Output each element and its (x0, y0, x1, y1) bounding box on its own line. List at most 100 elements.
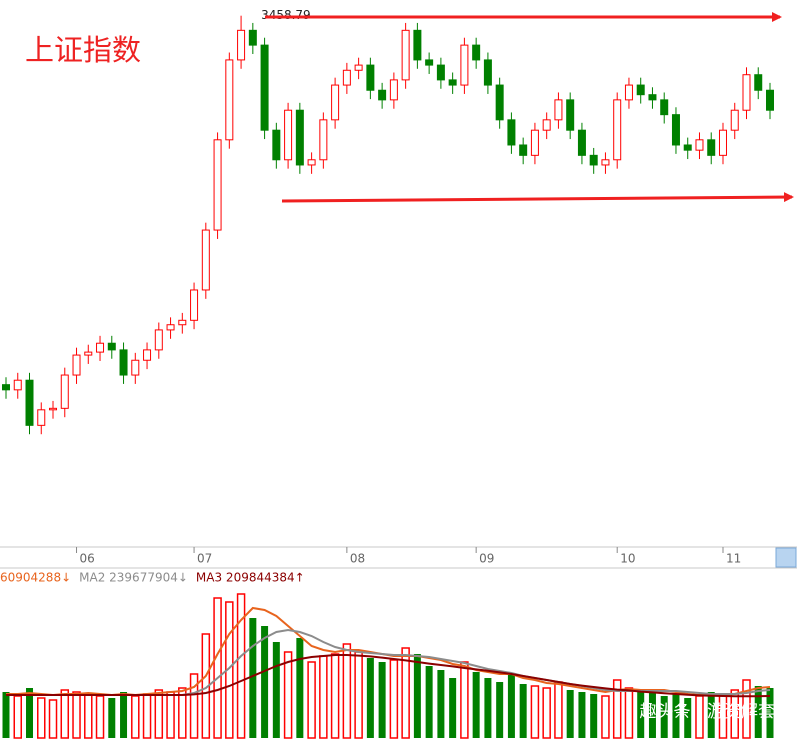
candle-body (331, 84, 340, 121)
candle-body (49, 407, 58, 411)
volume-bar (542, 687, 551, 739)
candle-body (519, 144, 528, 156)
scroll-handle[interactable] (775, 547, 797, 568)
candle-body (495, 84, 504, 121)
volume-bar (401, 647, 410, 739)
volume-bar (566, 690, 574, 738)
candle-body (178, 319, 187, 326)
volume-bar (342, 643, 352, 739)
volume-bar (484, 678, 492, 738)
candle-body (766, 89, 774, 111)
volume-bar (648, 692, 656, 738)
volume-bar (272, 642, 280, 738)
x-tick-label: 09 (479, 552, 494, 566)
volume-bar (460, 661, 469, 739)
volume-bar (189, 673, 199, 739)
candle-body (237, 29, 246, 61)
volume-bar (60, 689, 70, 739)
candle-body (472, 44, 481, 61)
x-tick-label: 06 (80, 552, 95, 566)
volume-bar (766, 688, 774, 738)
high-annotation: 3458.79 (261, 8, 311, 22)
volume-bar (120, 692, 128, 738)
volume-bar (178, 687, 187, 739)
candle-body (754, 74, 763, 91)
volume-bar (413, 654, 421, 738)
candle-body (96, 342, 105, 353)
candle-body (378, 89, 387, 101)
candle-body (448, 79, 457, 86)
volume-bar (13, 695, 23, 739)
volume-bar (707, 692, 715, 738)
candle-body (201, 229, 210, 291)
volume-bar (330, 653, 340, 739)
volume-bar (319, 655, 328, 739)
candle-body (25, 379, 34, 426)
volume-bar (754, 686, 762, 738)
candle-body (366, 64, 375, 91)
volume-bar (213, 597, 222, 739)
volume-pane (2, 593, 774, 739)
candle-body (589, 154, 598, 166)
volume-bar (154, 689, 164, 739)
volume-bar (95, 695, 105, 739)
candle-body (272, 129, 281, 161)
x-tick-label: 10 (620, 552, 635, 566)
support-arrow (281, 192, 794, 203)
candle-body (213, 139, 222, 231)
candle-body (295, 109, 304, 166)
candle-body (119, 349, 128, 376)
volume-bar (530, 685, 540, 739)
candle-body (84, 351, 93, 356)
candle-body (730, 109, 739, 131)
x-tick-label: 11 (726, 552, 741, 566)
candle-body (542, 119, 551, 131)
volume-bar (472, 672, 480, 738)
candle-body (460, 44, 469, 86)
volume-bar (37, 697, 46, 739)
candle-body (483, 59, 492, 86)
volume-bar (507, 674, 515, 738)
volume-bar (578, 692, 586, 738)
candle-body (577, 129, 586, 156)
volume-bar (72, 691, 81, 739)
volume-bar (2, 692, 10, 738)
watermark: 趣头条 | 游资解套 (639, 702, 775, 722)
volume-bar (554, 681, 563, 739)
candle-body (530, 129, 539, 156)
candle-body (107, 342, 116, 351)
candle-body (354, 64, 363, 71)
candle-body (131, 359, 140, 376)
legend-entry: MA3 209844384↑ (196, 571, 305, 585)
legend: 60904288↓ MA2 239677904↓ MA3 209844384↑ (0, 571, 305, 585)
candle-body (554, 99, 563, 121)
candle-body (718, 129, 727, 156)
volume-bar (742, 679, 751, 739)
candle-body (401, 29, 410, 81)
volume-bar (660, 696, 668, 738)
volume-bar (730, 689, 739, 739)
volume-bar (131, 695, 140, 739)
volume-bar (142, 693, 152, 739)
legend-entry: MA2 239677904↓ (79, 571, 188, 585)
candle-body (742, 74, 751, 111)
candle-body (190, 289, 199, 321)
volume-bar (601, 695, 610, 739)
candle-body (342, 69, 351, 86)
ma-line (6, 628, 771, 696)
volume-bar (389, 659, 399, 739)
chart-title: 上证指数 (25, 33, 141, 67)
volume-bar (624, 687, 634, 739)
volume-bar (519, 684, 527, 738)
candle-body (413, 29, 422, 61)
volume-bar (672, 694, 680, 738)
volume-bar (354, 651, 363, 739)
volume-bar (261, 626, 269, 738)
x-axis: 06 07 08 09 10 11 (76, 547, 741, 566)
volume-bar (684, 698, 692, 738)
volume-bar (236, 593, 246, 739)
volume-bar (307, 661, 316, 739)
candle-body (695, 139, 704, 151)
candle-body (166, 324, 175, 331)
